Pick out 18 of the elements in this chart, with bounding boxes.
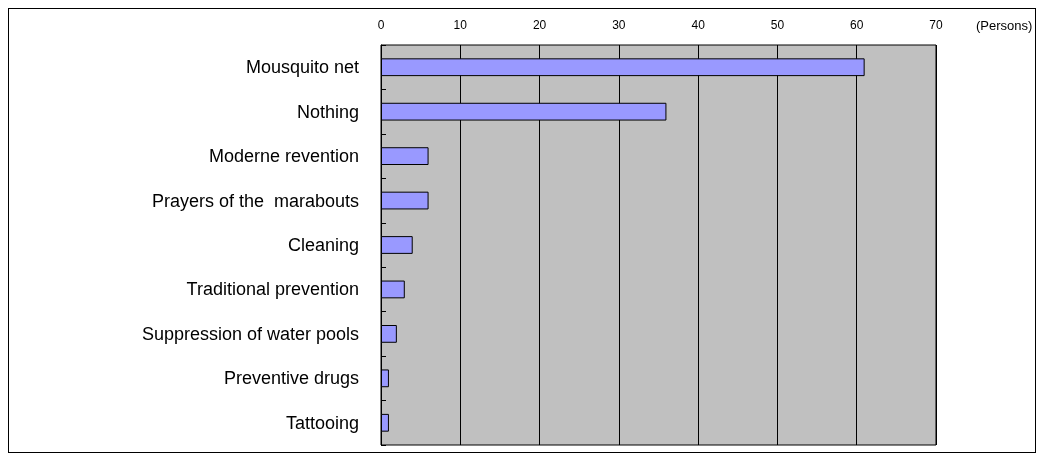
x-tick-label: 70 — [929, 18, 943, 32]
y-tick-label: Moderne revention — [208, 146, 359, 167]
x-tick-label: 30 — [612, 18, 626, 32]
y-tick-label: Mousquito net — [245, 57, 359, 78]
y-tick-label: Suppression of water pools — [141, 323, 359, 344]
y-tick-label: Tattooing — [285, 412, 359, 433]
x-tick-label: 50 — [770, 18, 785, 32]
x-axis-title: (Persons) — [976, 17, 1033, 33]
x-tick-label: 20 — [532, 18, 547, 32]
x-tick-label: 60 — [850, 18, 864, 32]
x-tick-label: 40 — [691, 18, 706, 32]
y-tick-label: Preventive drugs — [223, 368, 359, 389]
x-tick-label: 0 — [377, 18, 385, 32]
y-tick-label: Prayers of the marabouts — [151, 190, 359, 211]
y-tick-label: Traditional prevention — [186, 279, 359, 300]
y-tick-label: Cleaning — [287, 235, 359, 255]
x-tick-label: 10 — [453, 18, 468, 32]
y-tick-label: Nothing — [296, 101, 359, 122]
